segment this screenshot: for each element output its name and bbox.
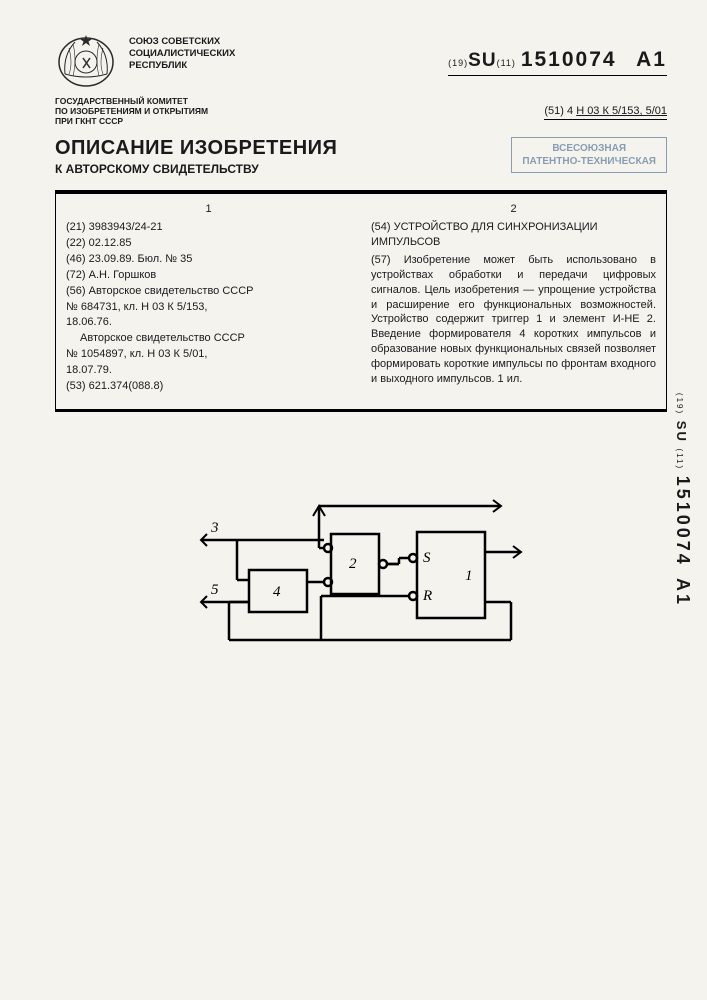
label-1: 1 — [465, 568, 473, 584]
circuit-diagram: 3 5 4 2 1 S R — [55, 462, 667, 662]
biblio-56c: 18.06.76. — [66, 315, 351, 330]
header-row: СОЮЗ СОВЕТСКИХ СОЦИАЛИСТИЧЕСКИХ РЕСПУБЛИ… — [55, 30, 667, 88]
label-r: R — [422, 588, 432, 604]
country-label: (19) — [448, 58, 468, 68]
label-3: 3 — [210, 520, 219, 536]
ipc-classification: (51) 4 Н 03 К 5/153, 5/01 — [544, 105, 667, 120]
title-wrap: ОПИСАНИЕ ИЗОБРЕТЕНИЯ К АВТОРСКОМУ СВИДЕТ… — [55, 137, 337, 176]
side-n-label: (11) — [675, 448, 684, 470]
kind-code: A1 — [636, 48, 667, 71]
biblio-56f: 18.07.79. — [66, 363, 351, 378]
biblio-22: (22) 02.12.85 — [66, 236, 351, 251]
doc-number: 1510074 — [521, 48, 617, 71]
biblio-46: (46) 23.09.89. Бюл. № 35 — [66, 252, 351, 267]
biblio-21: (21) 3983943/24-21 — [66, 220, 351, 235]
ipc-codes: Н 03 К 5/153, 5/01 — [576, 105, 667, 117]
col-num-1: 1 — [66, 202, 351, 217]
label-2: 2 — [349, 556, 357, 572]
label-s: S — [423, 550, 431, 566]
label-5: 5 — [211, 582, 219, 598]
publication-number: (19)SU(11) 1510074 A1 — [448, 30, 667, 76]
document-subtitle: К АВТОРСКОМУ СВИДЕТЕЛЬСТВУ — [55, 162, 337, 176]
side-kind: A1 — [673, 578, 693, 607]
ipc-label: (51) 4 — [544, 105, 573, 117]
stamp-line1: ВСЕСОЮЗНАЯ — [522, 142, 656, 155]
side-c-label: (19) — [675, 393, 684, 415]
org-name: СОЮЗ СОВЕТСКИХ СОЦИАЛИСТИЧЕСКИХ РЕСПУБЛИ… — [129, 30, 235, 72]
content-columns: 1 (21) 3983943/24-21 (22) 02.12.85 (46) … — [55, 194, 667, 412]
biblio-56a: (56) Авторское свидетельство СССР — [66, 284, 351, 299]
side-publication-number: (19) SU (11) 1510074 A1 — [672, 393, 693, 607]
abstract-text: (57) Изобретение может быть использовано… — [371, 253, 656, 387]
biblio-72: (72) А.Н. Горшков — [66, 268, 351, 283]
diagram-svg: 3 5 4 2 1 S R — [181, 462, 541, 662]
document-title: ОПИСАНИЕ ИЗОБРЕТЕНИЯ — [55, 137, 337, 160]
stamp-line2: ПАТЕНТНО-ТЕХНИЧЕСКАЯ — [522, 155, 656, 168]
side-number: 1510074 — [673, 476, 693, 567]
title-block: ОПИСАНИЕ ИЗОБРЕТЕНИЯ К АВТОРСКОМУ СВИДЕТ… — [55, 137, 667, 176]
col-num-2: 2 — [371, 202, 656, 217]
label-4: 4 — [273, 584, 281, 600]
doc-num-label: (11) — [497, 58, 516, 68]
soviet-emblem-icon — [55, 30, 117, 88]
country-code: SU — [468, 50, 496, 71]
biblio-56b: № 684731, кл. Н 03 К 5/153, — [66, 300, 351, 315]
library-stamp: ВСЕСОЮЗНАЯ ПАТЕНТНО-ТЕХНИЧЕСКАЯ — [511, 137, 667, 173]
biblio-56d: Авторское свидетельство СССР — [66, 331, 351, 346]
biblio-53: (53) 621.374(088.8) — [66, 379, 351, 394]
biblio-56e: № 1054897, кл. Н 03 К 5/01, — [66, 347, 351, 362]
invention-title: (54) УСТРОЙСТВО ДЛЯ СИНХРОНИЗАЦИИ ИМПУЛЬ… — [371, 220, 656, 250]
right-column: 2 (54) УСТРОЙСТВО ДЛЯ СИНХРОНИЗАЦИИ ИМПУ… — [361, 194, 666, 409]
left-column: 1 (21) 3983943/24-21 (22) 02.12.85 (46) … — [56, 194, 361, 409]
side-country: SU — [674, 421, 689, 443]
